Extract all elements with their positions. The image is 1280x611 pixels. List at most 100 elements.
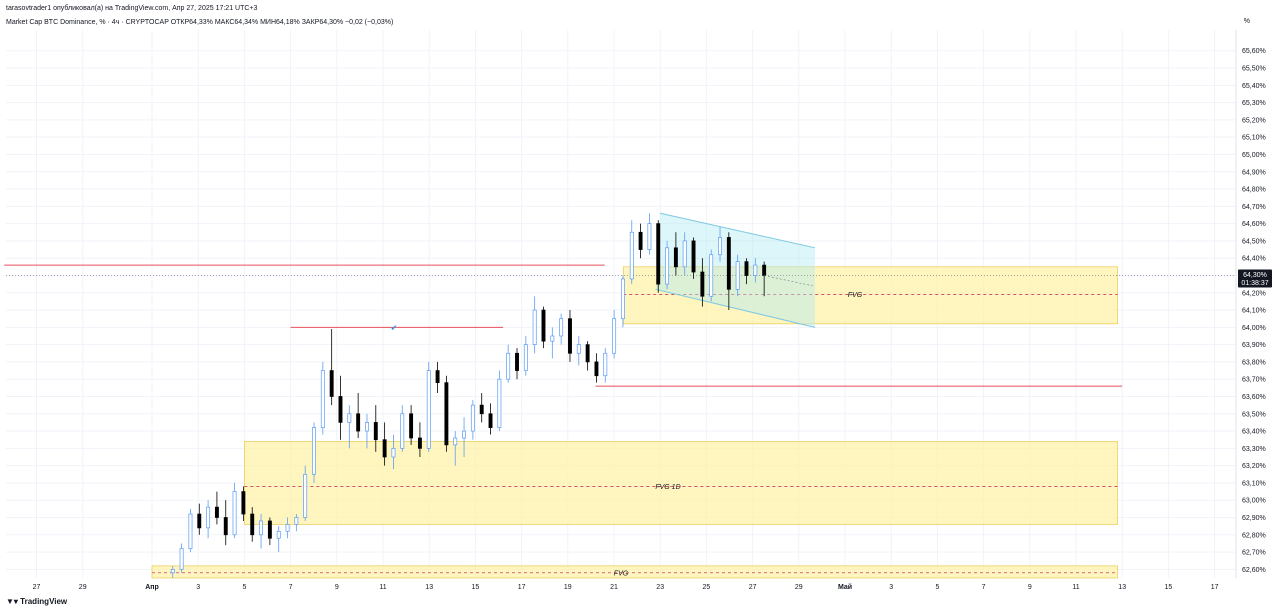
y-tick-label: 63,10% [1242, 480, 1266, 487]
x-tick-label: 9 [1028, 584, 1032, 591]
candle-body [417, 437, 422, 449]
tradingview-logo-icon: ▼▾ [6, 597, 18, 606]
x-tick-label: 15 [1165, 584, 1173, 591]
candle-body [612, 318, 617, 354]
x-tick-label: 3 [889, 584, 893, 591]
fvg-label: FVG [848, 292, 863, 299]
fvg-label: FVG [614, 570, 629, 577]
candle-body [320, 370, 325, 428]
candle-body [559, 318, 564, 337]
candle-body [594, 361, 599, 377]
fvg-zone [622, 266, 1118, 325]
candle-body [294, 517, 299, 525]
tradingview-logo[interactable]: ▼▾ TradingView [6, 597, 67, 606]
x-tick-label: 13 [425, 584, 433, 591]
x-tick-label: 19 [564, 584, 572, 591]
candle-body [629, 231, 634, 280]
x-tick-label: 5 [242, 584, 246, 591]
x-tick-label: 21 [610, 584, 618, 591]
y-tick-label: 64,90% [1242, 169, 1266, 176]
y-tick-label: 65,10% [1242, 135, 1266, 142]
candle-body [568, 318, 572, 354]
y-tick-label: 65,00% [1242, 152, 1266, 159]
candle-body [338, 396, 343, 423]
candle-body [691, 240, 696, 273]
candle-body [744, 261, 749, 276]
candle-body [197, 513, 202, 529]
candle-body [656, 223, 661, 285]
x-tick-label: 17 [1211, 584, 1219, 591]
x-tick-label: 29 [79, 584, 87, 591]
channel-upper-line [660, 212, 816, 249]
candle-body [303, 473, 308, 518]
x-tick-label: 11 [379, 584, 386, 591]
x-tick-label: 27 [749, 584, 757, 591]
candle-body [497, 378, 502, 428]
candle-body [488, 413, 493, 428]
candle-body [550, 335, 555, 342]
candle-body [312, 427, 316, 475]
y-tick-label: 63,00% [1242, 498, 1266, 505]
candle-body [753, 264, 758, 276]
x-tick-label: 13 [1118, 584, 1126, 591]
x-tick-label: 23 [656, 584, 664, 591]
fvg-zone [244, 441, 1118, 525]
countdown-label: 01:38:37 [1241, 280, 1268, 287]
candle-body [453, 437, 458, 446]
candle-body [576, 344, 581, 354]
y-tick-label: 64,50% [1242, 238, 1266, 245]
x-tick-label: 27 [33, 584, 41, 591]
y-tick-label: 62,70% [1242, 550, 1266, 557]
x-tick-label: 25 [703, 584, 711, 591]
fvg-label: FVG 1D [655, 484, 680, 491]
y-tick-label: 65,60% [1242, 48, 1266, 55]
author-line: tarasovtrader1 опубликовал(а) на Trading… [6, 5, 258, 12]
x-tick-label: 7 [982, 584, 986, 591]
candle-body [426, 370, 431, 449]
projection-line [764, 275, 813, 287]
candle-body [179, 548, 184, 570]
x-tick-label: 15 [472, 584, 480, 591]
y-tick-label: 64,10% [1242, 308, 1266, 315]
x-tick-label: 11 [1072, 584, 1079, 591]
candle-body [700, 271, 705, 297]
y-tick-label: 63,70% [1242, 377, 1266, 384]
candle-body [638, 231, 643, 250]
y-tick-label: 65,30% [1242, 100, 1266, 107]
y-tick-label: 65,20% [1242, 117, 1266, 124]
x-tick-label: 3 [196, 584, 200, 591]
candle-body [214, 506, 219, 518]
candle-body [400, 413, 405, 449]
candle-body [532, 309, 537, 345]
y-tick-label: 64,40% [1242, 256, 1266, 263]
y-tick-label: 63,90% [1242, 342, 1266, 349]
candle-body [382, 439, 387, 458]
candle-body [479, 404, 484, 415]
candle-body [188, 513, 193, 549]
y-tick-label: 63,80% [1242, 359, 1266, 366]
candle-body [232, 491, 237, 536]
candle-body [435, 370, 440, 384]
candle-body [506, 352, 511, 380]
candle-body [620, 278, 625, 320]
checkmark-icon: ✔ [391, 323, 398, 332]
x-tick-label: 29 [795, 584, 803, 591]
candle-body [718, 237, 722, 256]
candle-body [170, 569, 175, 574]
candle-body [673, 247, 678, 268]
candle-body [223, 517, 228, 536]
candle-body [709, 254, 714, 297]
candle-body [647, 223, 652, 250]
candle-body [409, 413, 414, 439]
x-tick-label: Апр [145, 584, 159, 591]
y-tick-label: 64,60% [1242, 221, 1266, 228]
y-tick-label: 64,00% [1242, 325, 1266, 332]
x-tick-label: 5 [935, 584, 939, 591]
y-tick-label: 63,50% [1242, 411, 1266, 418]
candle-body [665, 247, 670, 285]
candle-body [365, 422, 369, 432]
y-tick-label: 63,60% [1242, 394, 1266, 401]
last-price-label: 64,30% [1243, 272, 1267, 279]
last-price-badge [1238, 269, 1272, 288]
